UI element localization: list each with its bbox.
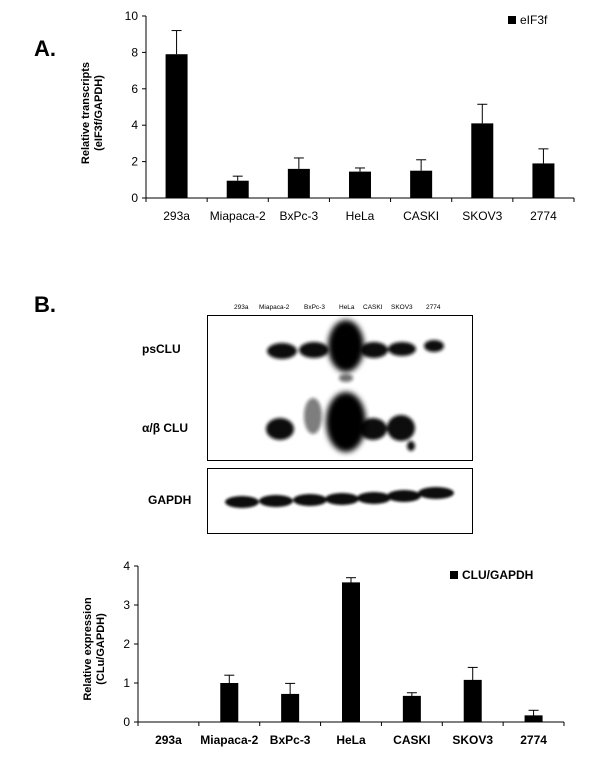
x-tick-label: SKOV3 (452, 733, 493, 747)
legend-label: CLU/GAPDH (462, 568, 533, 582)
x-tick-label: BxPc-3 (280, 209, 319, 223)
chart-a: 0 2 4 6 8 10 293a Miapaca-2 BxPc-3 HeLa CASKI SKOV3… (125, 9, 575, 223)
x-tick-label: 293a (163, 209, 190, 223)
clu-blot-bands (266, 320, 444, 452)
y-tick-label: 2 (131, 155, 138, 169)
blot-label-alpha-beta-clu: α/β CLU (142, 421, 189, 435)
y-tick-label: 6 (131, 82, 138, 96)
y-tick-label: 3 (123, 598, 130, 612)
bar (402, 695, 421, 722)
bar (165, 54, 188, 198)
legend-swatch (450, 571, 458, 579)
x-tick-label: 2774 (530, 209, 557, 223)
legend-swatch (508, 16, 516, 24)
bar (471, 123, 494, 198)
clu-blot-image (207, 315, 473, 461)
legend-label: eIF3f (520, 13, 548, 27)
gapdh-blot-image (207, 468, 473, 534)
bar (342, 582, 360, 722)
bar (226, 180, 249, 198)
blot-label-gapdh: GAPDH (148, 493, 192, 507)
chart-b: 0 1 2 3 4 293a Miapaca-2 BxPc-3 HeLa CASKI SKOV3 27… (123, 559, 565, 747)
y-tick-label: 4 (131, 118, 138, 132)
panel-b-letter: B. (34, 292, 56, 317)
bar (463, 679, 482, 722)
x-tick-label: Miapaca-2 (200, 733, 258, 747)
y-tick-label: 1 (123, 676, 130, 690)
bar (220, 683, 239, 722)
x-tick-label: Miapaca-2 (210, 209, 266, 223)
blot-lane-label: HeLa (339, 304, 355, 311)
y-tick-label: 10 (125, 9, 139, 23)
bar (281, 693, 300, 722)
bar (532, 163, 555, 198)
y-tick-label: 0 (131, 191, 138, 205)
x-tick-label: 293a (155, 733, 182, 747)
x-tick-label: SKOV3 (462, 209, 502, 223)
panel-a-letter: A. (34, 36, 56, 61)
bar (410, 170, 433, 198)
blot-lane-label: BxPc-3 (304, 304, 325, 311)
x-tick-label: HeLa (346, 209, 375, 223)
x-tick-label: 2774 (520, 733, 547, 747)
x-tick-label: CASKI (393, 733, 430, 747)
gapdh-blot-bands (225, 487, 454, 508)
x-tick-label: BxPc-3 (270, 733, 311, 747)
y-tick-label: 4 (123, 559, 130, 573)
blot-label-psclu: psCLU (142, 342, 181, 356)
blot-lane-label: 2774 (426, 304, 441, 311)
blot-lane-label: 293a (234, 304, 249, 311)
bar (349, 171, 371, 198)
x-tick-label: HeLa (336, 733, 366, 747)
y-tick-label: 0 (123, 715, 130, 729)
y-tick-label: 2 (123, 637, 130, 651)
bar (287, 168, 310, 198)
blot-lane-labels: 293a Miapaca-2 BxPc-3 HeLa CASKI SKOV3 2… (0, 304, 591, 314)
blot-lane-label: Miapaca-2 (259, 304, 290, 311)
blot-lane-label: SKOV3 (391, 304, 413, 311)
x-tick-label: CASKI (403, 209, 439, 223)
blot-lane-label: CASKI (363, 304, 383, 311)
y-tick-label: 8 (131, 45, 138, 59)
